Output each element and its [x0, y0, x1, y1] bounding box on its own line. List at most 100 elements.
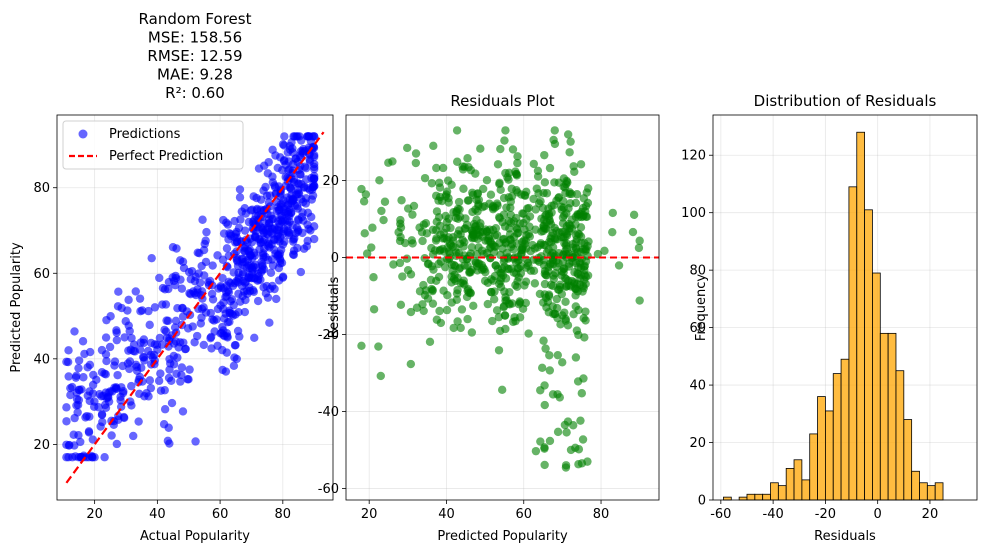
x-tick-label: -40: [763, 507, 784, 522]
residual-point: [434, 259, 443, 269]
residual-point: [407, 236, 417, 245]
residual-point: [442, 218, 452, 227]
residual-point: [395, 258, 405, 268]
x-tick-label: -20: [815, 507, 836, 522]
residual-point: [499, 193, 509, 203]
residual-point: [411, 149, 421, 158]
prediction-point: [272, 294, 281, 304]
residual-point: [517, 190, 526, 199]
histogram-bar: [934, 482, 944, 501]
residual-point: [532, 184, 542, 193]
residual-point: [550, 126, 559, 135]
panel-2: 20 40 60 80 -60 -40 -20 0 20 Predicted Popularity…: [318, 92, 660, 544]
residual-point: [541, 344, 550, 353]
prediction-point: [131, 287, 140, 296]
histogram-bar: [785, 467, 795, 501]
prediction-point: [231, 229, 240, 239]
histogram-bar: [832, 373, 842, 501]
legend-label-perfect: Perfect Prediction: [109, 149, 223, 164]
residual-point: [572, 190, 582, 199]
residual-point: [565, 148, 574, 157]
prediction-point: [67, 382, 77, 392]
residual-point: [576, 223, 586, 232]
prediction-point: [178, 312, 188, 321]
prediction-point: [163, 436, 173, 446]
residual-point: [494, 346, 504, 355]
residual-point: [544, 245, 553, 255]
residual-point: [447, 272, 456, 281]
prediction-point: [296, 267, 306, 277]
prediction-point: [198, 215, 207, 224]
histogram-bar: [770, 482, 779, 501]
residual-point: [545, 351, 554, 360]
residual-point: [563, 130, 573, 139]
residual-point: [540, 178, 550, 187]
residual-point: [449, 232, 458, 242]
prediction-point: [74, 363, 83, 373]
residual-point: [577, 459, 587, 468]
residual-point: [550, 139, 560, 149]
residual-point: [490, 271, 500, 281]
residual-point: [462, 254, 472, 264]
residual-point: [512, 170, 521, 179]
chart-title-line: RMSE: 12.59: [147, 47, 242, 65]
residual-point: [571, 251, 580, 261]
residual-point: [435, 221, 445, 231]
prediction-point: [95, 390, 104, 399]
prediction-point: [129, 431, 138, 441]
residual-point: [428, 285, 437, 295]
residual-point: [420, 290, 430, 300]
residual-point: [362, 249, 372, 258]
chart-title: Residuals Plot: [450, 92, 554, 110]
prediction-point: [176, 377, 185, 386]
residual-point: [418, 236, 427, 246]
residual-point: [518, 304, 528, 313]
prediction-point: [250, 251, 260, 260]
residual-point: [452, 295, 462, 305]
residual-point: [374, 342, 383, 351]
residual-point: [539, 298, 548, 307]
residual-point: [483, 299, 493, 309]
prediction-point: [178, 257, 188, 266]
prediction-point: [162, 333, 172, 343]
residual-point: [635, 236, 644, 245]
prediction-point: [111, 383, 121, 392]
residual-point: [530, 244, 540, 253]
residual-point: [442, 190, 451, 199]
prediction-point: [289, 175, 299, 184]
chart-title-line: R²: 0.60: [165, 84, 225, 102]
prediction-point: [114, 287, 123, 296]
residual-point: [446, 241, 455, 250]
residual-point: [486, 287, 496, 297]
prediction-point: [84, 428, 94, 437]
prediction-point: [66, 390, 75, 400]
residual-point: [579, 282, 588, 291]
residual-point: [578, 435, 588, 444]
residual-point: [435, 178, 444, 188]
prediction-point: [157, 340, 167, 349]
residual-point: [438, 163, 448, 173]
prediction-point: [273, 163, 282, 173]
prediction-point: [236, 297, 245, 306]
residual-point: [488, 201, 498, 211]
prediction-point: [190, 338, 199, 347]
residual-point: [507, 184, 516, 194]
residual-point: [566, 445, 576, 455]
prediction-point: [140, 392, 149, 401]
residual-point: [537, 363, 547, 373]
prediction-point: [285, 141, 294, 151]
residual-point: [428, 299, 438, 308]
residual-point: [575, 258, 585, 267]
x-axis-label: Predicted Popularity: [437, 529, 568, 544]
prediction-point: [289, 235, 298, 244]
prediction-point: [135, 345, 145, 354]
prediction-point: [138, 306, 147, 315]
legend-label-predictions: Predictions: [109, 127, 181, 142]
prediction-point: [146, 383, 156, 393]
prediction-point: [251, 232, 260, 242]
prediction-point: [309, 150, 319, 160]
histogram-bar: [723, 496, 732, 501]
prediction-point: [110, 357, 120, 366]
residual-point: [472, 215, 481, 224]
